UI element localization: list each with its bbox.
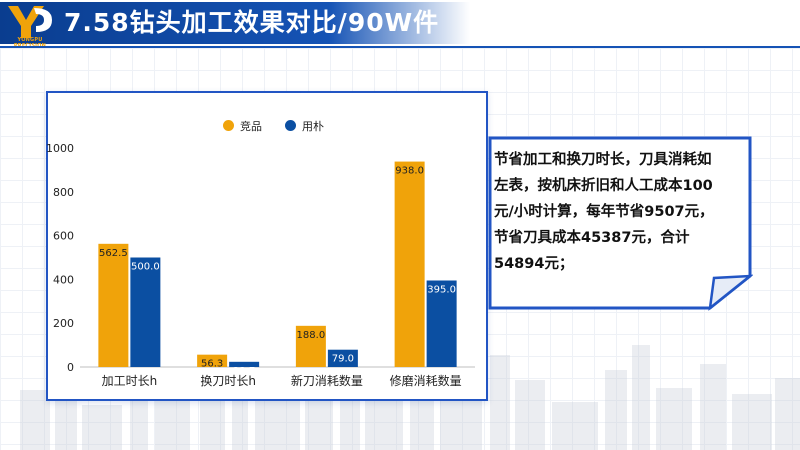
x-category-label: 修磨消耗数量: [390, 373, 462, 388]
x-category-label: 换刀时长h: [200, 374, 256, 388]
y-tick-label: 200: [53, 317, 74, 330]
data-label: 188.0: [297, 330, 326, 341]
y-tick-label: 800: [53, 186, 74, 199]
bar-series-1: [394, 161, 425, 367]
bar-series-1: [295, 325, 326, 367]
header: YONGPU PRECISION 7.58钻头加工效果对比/90W件: [0, 0, 800, 49]
bar-series-2: [327, 349, 358, 367]
bar-series-2: [426, 280, 457, 367]
brand-logo-icon: [8, 6, 52, 38]
header-underline: [0, 46, 800, 48]
bar-series-1: [98, 243, 129, 367]
data-label: 500.0: [131, 262, 160, 273]
data-label: 56.3: [201, 359, 223, 370]
x-category-label: 加工时长h: [102, 374, 158, 388]
bar-series-2: [229, 361, 260, 367]
data-label: 23.7: [233, 366, 255, 377]
note-line: 节省加工和换刀时长，刀具消耗如: [494, 152, 712, 168]
note-card: [488, 136, 753, 311]
legend-swatch-series-1: [223, 120, 234, 131]
x-category-label: 新刀消耗数量: [291, 373, 363, 388]
legend-label-series-1: 竞品: [240, 120, 262, 133]
page-title: 7.58钻头加工效果对比/90W件: [64, 8, 440, 37]
note-line: 节省刀具成本45387元，合计: [494, 230, 690, 246]
note-line: 左表，按机床折旧和人工成本100: [494, 178, 713, 194]
bar-series-2: [130, 257, 161, 367]
header-bar: [0, 2, 470, 44]
note-line: 元/小时计算，每年节省9507元，: [494, 204, 714, 220]
y-tick-label: 1000: [46, 142, 74, 155]
legend-label-series-2: 用朴: [302, 120, 324, 133]
data-label: 79.0: [332, 354, 354, 365]
legend-swatch-series-2: [285, 120, 296, 131]
bar-series-1: [197, 354, 228, 367]
y-tick-label: 400: [53, 273, 74, 286]
data-label: 562.5: [99, 248, 128, 259]
note-line: 54894元；: [494, 256, 574, 272]
data-label: 395.0: [427, 284, 456, 295]
data-label: 938.0: [395, 166, 424, 177]
legend-item-series-1: 竞品: [223, 118, 262, 134]
y-tick-label: 0: [67, 361, 74, 374]
y-tick-label: 600: [53, 230, 74, 243]
note-text: 节省加工和换刀时长，刀具消耗如 左表，按机床折旧和人工成本100 元/小时计算，…: [494, 147, 756, 277]
legend-item-series-2: 用朴: [285, 118, 324, 134]
